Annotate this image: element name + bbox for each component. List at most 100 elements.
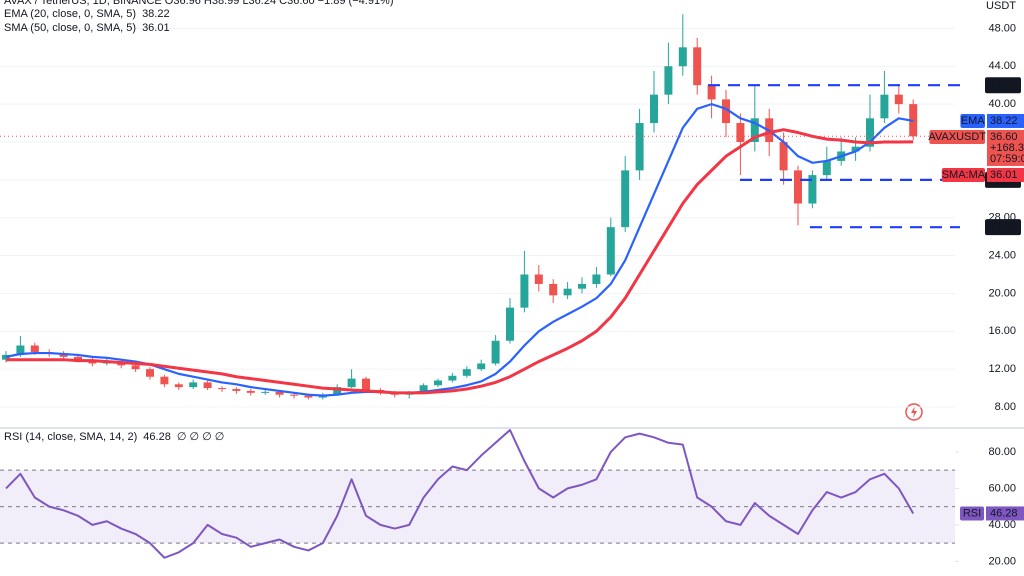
y-tick-label: 12.00 xyxy=(988,363,1016,375)
candle-body xyxy=(59,354,68,357)
rsi-legend-value: 46.28 xyxy=(143,431,171,443)
candle-body xyxy=(750,118,759,142)
candle-body xyxy=(419,385,428,393)
candle-body xyxy=(520,274,529,308)
y-tick-label: 24.00 xyxy=(988,249,1016,261)
y-tick-label: 20.00 xyxy=(988,555,1016,567)
y-tick-label: 40.00 xyxy=(988,519,1016,531)
candle-body xyxy=(131,365,140,370)
ma-line xyxy=(6,128,914,395)
candle-body xyxy=(232,389,241,391)
candle-body xyxy=(246,390,255,393)
candle-body xyxy=(477,363,486,370)
candle-body xyxy=(362,378,370,390)
y-tick-label: 40.00 xyxy=(988,98,1016,110)
price-tag-name-box xyxy=(941,167,985,182)
candle-body xyxy=(563,288,572,296)
y-tick-label: 8.00 xyxy=(995,401,1016,413)
candle-body xyxy=(203,382,212,389)
legend-value: 38.22 xyxy=(142,8,170,20)
candle-body xyxy=(808,175,817,204)
candle-body xyxy=(578,283,586,289)
candle-body xyxy=(30,345,39,353)
candle-body xyxy=(146,369,154,377)
price-tag xyxy=(987,113,1024,128)
price-tag xyxy=(987,167,1024,182)
rsi-line xyxy=(5,429,915,559)
candle-body xyxy=(880,94,889,119)
candle-body xyxy=(779,141,788,171)
candle-body xyxy=(707,85,716,100)
price-tag-change: +168.33 xyxy=(990,142,1024,154)
y-tick-label: 80.00 xyxy=(988,446,1016,458)
candle-body xyxy=(794,170,802,204)
candle-body xyxy=(2,354,10,360)
price-tag-name: SMA:MA xyxy=(942,169,986,181)
y-tick-label: 20.00 xyxy=(988,287,1016,299)
legend-name: SMA (50, close, 0, SMA, 5) xyxy=(4,22,136,34)
candle-body xyxy=(290,394,298,396)
candle-body xyxy=(160,376,169,385)
level-label: 27.00 xyxy=(989,221,1017,233)
rsi-tag-value: 46.28 xyxy=(990,507,1018,519)
price-tag xyxy=(987,129,1024,166)
level-label: 42.00 xyxy=(989,79,1017,91)
price-tag-value: 38.22 xyxy=(990,115,1018,127)
rsi-tag-name-box xyxy=(960,506,984,521)
candle-body xyxy=(693,47,702,86)
candle-body xyxy=(549,283,558,296)
candle-body xyxy=(621,170,630,228)
rsi-tag xyxy=(986,506,1024,521)
candle-body xyxy=(678,47,687,67)
candle-body xyxy=(304,395,313,398)
unit-label: USDT xyxy=(986,0,1016,12)
candle-body xyxy=(261,391,270,393)
candle-body xyxy=(851,146,860,152)
legend-value: 36.01 xyxy=(142,22,170,34)
chart-title: AVAX / TetherUS, 1D, BINANCE O36.96 H38.… xyxy=(4,0,394,7)
rsi-flags: ∅ ∅ ∅ ∅ xyxy=(177,431,225,443)
price-tag-name-box xyxy=(929,129,985,144)
price-tag-name: EMA xyxy=(961,115,986,127)
candle-body xyxy=(664,66,673,95)
y-tick-label: 16.00 xyxy=(988,325,1016,337)
candle-body xyxy=(275,391,284,395)
candle-body xyxy=(174,384,183,388)
level-tag xyxy=(985,77,1021,94)
candle-body xyxy=(462,369,471,376)
price-tag-value: 36.01 xyxy=(990,169,1018,181)
candle-body xyxy=(16,345,25,355)
candle-body xyxy=(736,123,745,142)
price-tag-value: 36.60 xyxy=(990,131,1018,143)
level-tag xyxy=(985,219,1021,236)
y-tick-label: 48.00 xyxy=(988,22,1016,34)
rsi-tag-name: RSI xyxy=(963,507,981,519)
legend-name: EMA (20, close, 0, SMA, 5) xyxy=(4,8,136,20)
candle-body xyxy=(534,274,543,284)
candle-body xyxy=(448,375,457,381)
alert-icon[interactable] xyxy=(905,403,923,421)
candle-body xyxy=(189,382,198,388)
candle-body xyxy=(333,387,342,395)
candle-body xyxy=(434,380,442,386)
y-tick-label: 44.00 xyxy=(988,60,1016,72)
candle-body xyxy=(866,118,874,147)
candle-body xyxy=(218,388,226,390)
candle-body xyxy=(592,274,601,284)
candle-body xyxy=(822,160,831,176)
candle-body xyxy=(74,356,82,360)
candle-body xyxy=(635,123,644,171)
candle-body xyxy=(722,99,730,124)
candle-body xyxy=(506,307,514,341)
candle-body xyxy=(491,340,500,364)
price-tag-countdown: 07:59:0 xyxy=(990,153,1024,165)
price-tag-name: AVAXUSDT xyxy=(928,131,986,143)
y-tick-label: 60.00 xyxy=(988,482,1016,494)
candle-body xyxy=(347,378,356,388)
candle-body xyxy=(894,94,903,105)
price-tag-name-box xyxy=(960,113,985,128)
candle-body xyxy=(650,94,658,124)
